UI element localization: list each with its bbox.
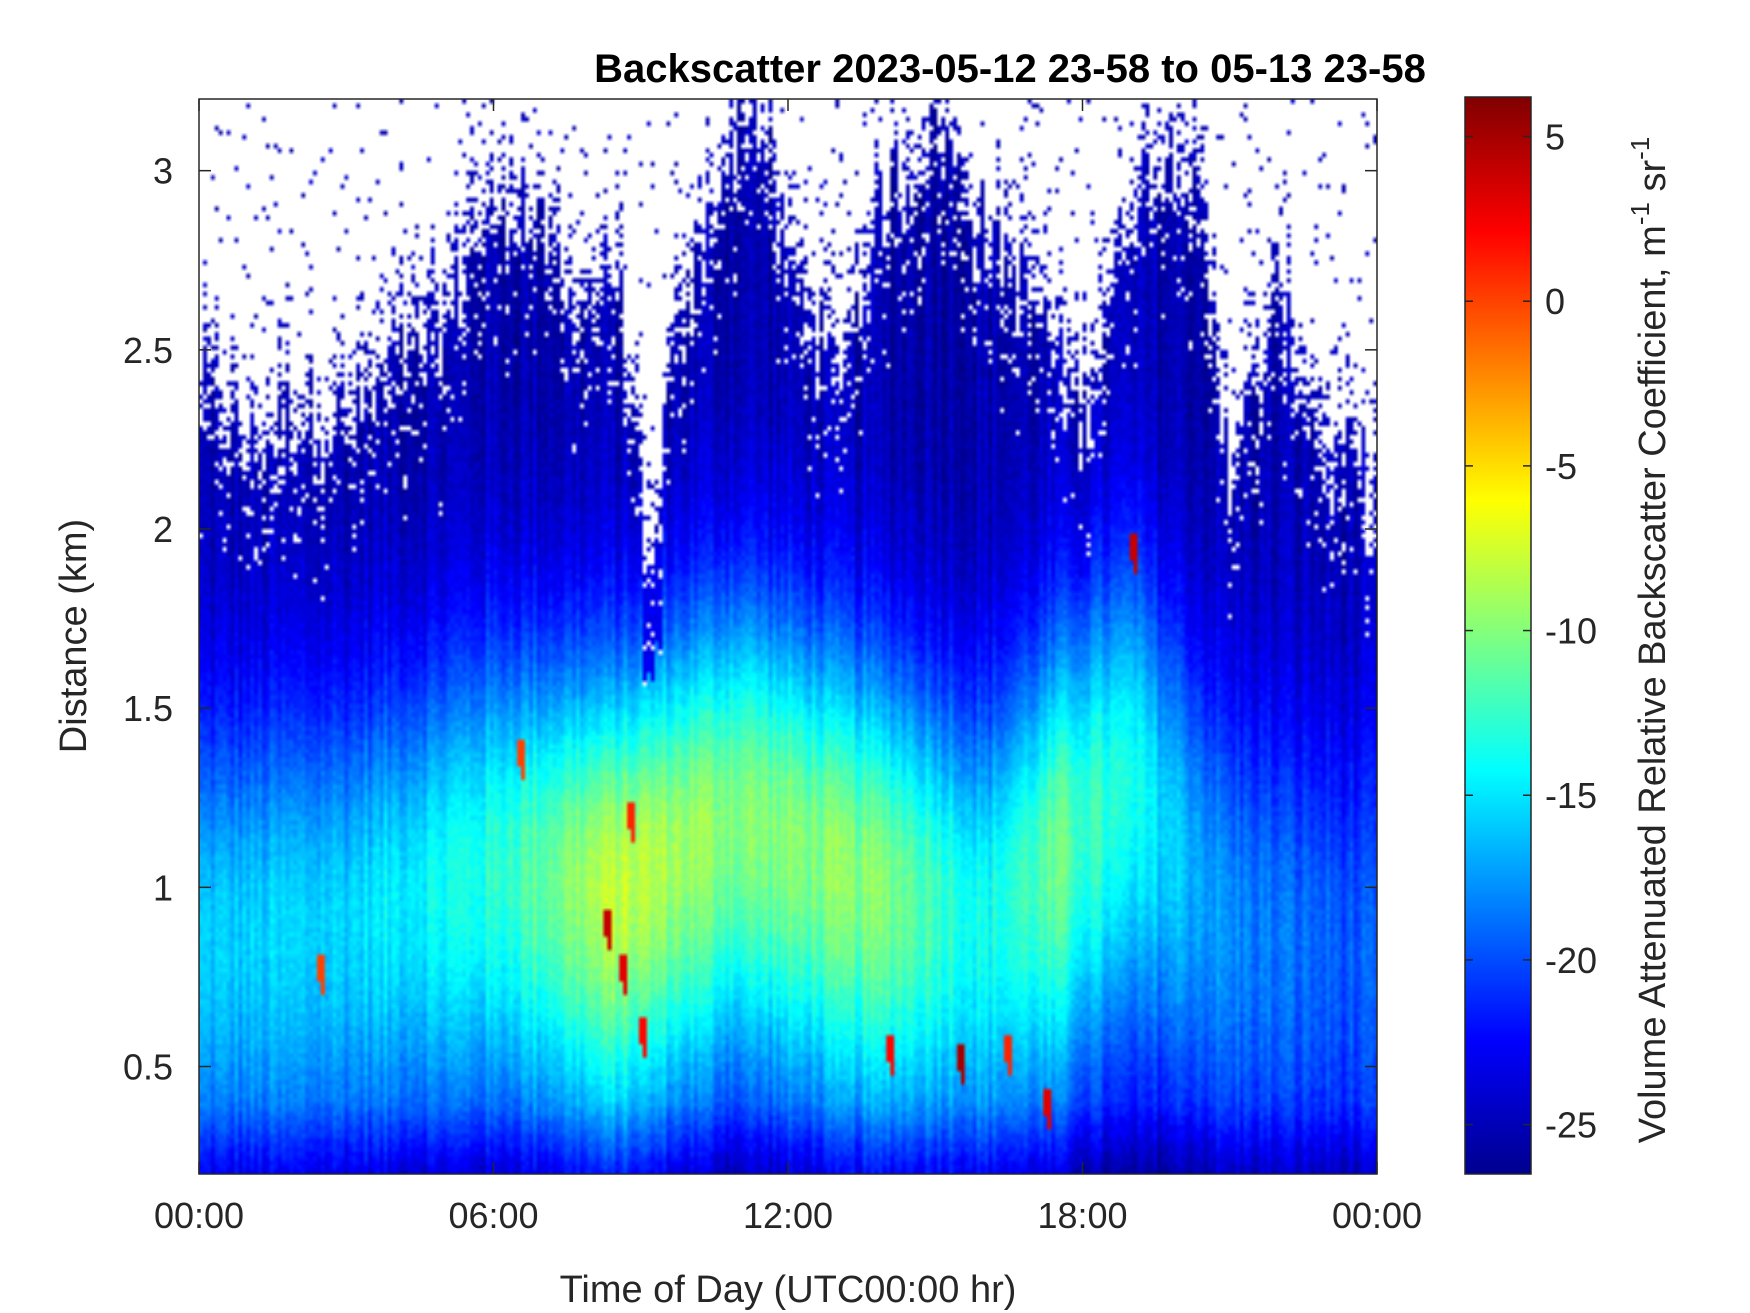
x-axis: 00:00 06:00 12:00 18:00 00:00 bbox=[154, 99, 1422, 1236]
y-tick-label: 2 bbox=[153, 509, 173, 550]
chart-title: Backscatter 2023-05-12 23-58 to 05-13 23… bbox=[594, 47, 1426, 91]
colorbar-gradient bbox=[1464, 96, 1532, 1175]
colorbar: 5 0 -5 -10 -15 -20 -25 Volume Attenuated Relat… bbox=[1464, 96, 1674, 1175]
x-tick-label: 00:00 bbox=[154, 1195, 244, 1236]
x-tick-label: 06:00 bbox=[448, 1195, 538, 1236]
colorbar-label-sup1: -1 bbox=[1625, 202, 1655, 225]
heatmap-image bbox=[199, 99, 1377, 1174]
x-tick-label: 12:00 bbox=[743, 1195, 833, 1236]
y-axis-label: Distance (km) bbox=[53, 519, 95, 753]
y-tick-label: 1.5 bbox=[123, 688, 173, 729]
colorbar-label-sup2: -1 bbox=[1625, 137, 1655, 160]
colorbar-tick-label: 0 bbox=[1545, 281, 1565, 322]
heatmap-area bbox=[199, 99, 1377, 1174]
colorbar-ticks: 5 0 -5 -10 -15 -20 -25 bbox=[1465, 117, 1597, 1146]
colorbar-tick-label: -25 bbox=[1545, 1105, 1597, 1146]
colorbar-tick-label: -20 bbox=[1545, 940, 1597, 981]
y-tick-label: 0.5 bbox=[123, 1047, 173, 1088]
y-axis: 0.5 1 1.5 2 2.5 3 bbox=[123, 151, 1377, 1088]
x-tick-label: 18:00 bbox=[1037, 1195, 1127, 1236]
y-tick-label: 2.5 bbox=[123, 330, 173, 371]
y-tick-label: 3 bbox=[153, 151, 173, 192]
colorbar-tick-label: 5 bbox=[1545, 117, 1565, 158]
x-axis-label: Time of Day (UTC00:00 hr) bbox=[560, 1269, 1017, 1311]
colorbar-label-mid: sr bbox=[1632, 159, 1674, 202]
colorbar-label-main: Volume Attenuated Relative Backscatter C… bbox=[1632, 225, 1674, 1143]
x-tick-label: 00:00 bbox=[1332, 1195, 1422, 1236]
colorbar-tick-label: -5 bbox=[1545, 446, 1577, 487]
colorbar-tick-label: -10 bbox=[1545, 611, 1597, 652]
y-tick-label: 1 bbox=[153, 867, 173, 908]
colorbar-label: Volume Attenuated Relative Backscatter C… bbox=[1625, 137, 1674, 1144]
colorbar-tick-label: -15 bbox=[1545, 775, 1597, 816]
